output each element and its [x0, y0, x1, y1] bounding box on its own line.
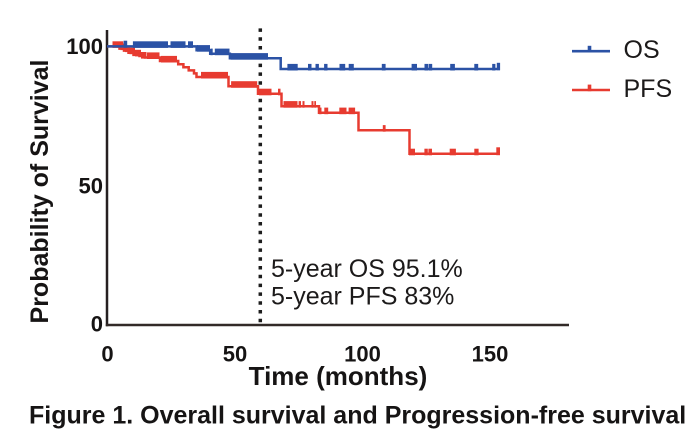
- svg-text:50: 50: [223, 342, 247, 367]
- svg-text:PFS: PFS: [624, 75, 673, 103]
- svg-text:5-year PFS 83%: 5-year PFS 83%: [271, 283, 454, 311]
- svg-text:100: 100: [66, 34, 103, 59]
- svg-text:OS: OS: [624, 36, 660, 64]
- svg-text:5-year OS 95.1%: 5-year OS 95.1%: [271, 255, 463, 283]
- svg-text:Figure 1. Overall survival and: Figure 1. Overall survival and Progressi…: [29, 401, 686, 429]
- svg-text:100: 100: [344, 342, 381, 367]
- svg-text:50: 50: [79, 173, 103, 198]
- svg-text:0: 0: [101, 342, 113, 367]
- svg-text:Probability of Survival: Probability of Survival: [26, 60, 54, 324]
- svg-text:0: 0: [91, 311, 103, 336]
- svg-text:Time (months): Time (months): [249, 361, 428, 391]
- svg-text:150: 150: [472, 342, 509, 367]
